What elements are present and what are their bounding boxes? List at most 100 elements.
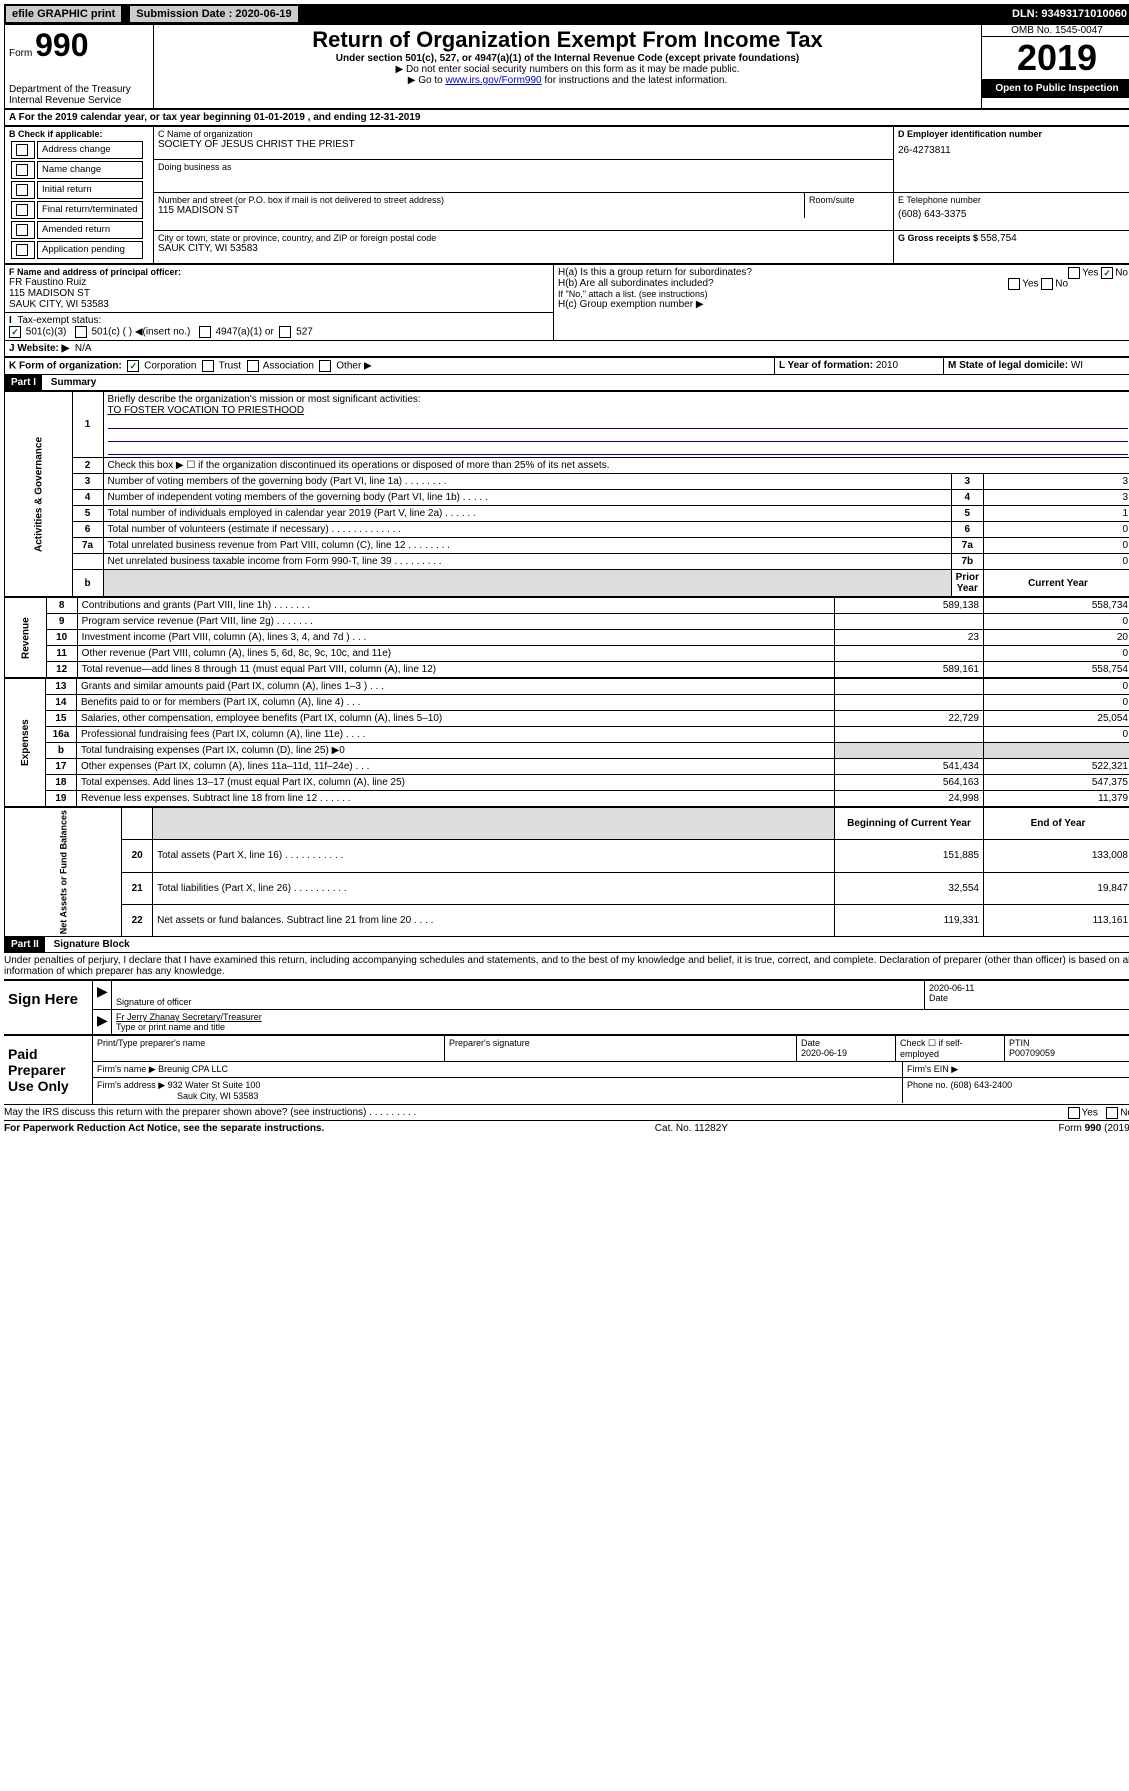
part2-header: Part II Signature Block bbox=[4, 937, 1129, 953]
prep-name-label: Print/Type preparer's name bbox=[93, 1036, 445, 1061]
ha-yes[interactable] bbox=[1068, 267, 1080, 279]
fhij-table: F Name and address of principal officer:… bbox=[4, 264, 1129, 357]
vlabel-expenses: Expenses bbox=[5, 679, 46, 807]
penalty-text: Under penalties of perjury, I declare th… bbox=[4, 953, 1129, 979]
check-assoc[interactable] bbox=[247, 360, 259, 372]
addr-value: 115 MADISON ST bbox=[158, 205, 800, 216]
phone-label: E Telephone number bbox=[898, 195, 1128, 205]
mission-value: TO FOSTER VOCATION TO PRIESTHOOD bbox=[108, 405, 305, 416]
net-row: 21Total liabilities (Part X, line 26) . … bbox=[5, 872, 1129, 904]
form-prefix: Form bbox=[9, 48, 32, 59]
discuss-yes[interactable] bbox=[1068, 1107, 1080, 1119]
check-other[interactable] bbox=[319, 360, 331, 372]
exp-row: 18Total expenses. Add lines 13–17 (must … bbox=[5, 775, 1129, 791]
tax-exempt-label: Tax-exempt status: bbox=[17, 315, 101, 326]
check-address-change[interactable] bbox=[16, 144, 28, 156]
part1-table: Activities & Governance 1 Briefly descri… bbox=[4, 391, 1129, 597]
netassets-table: Net Assets or Fund Balances Beginning of… bbox=[4, 807, 1129, 937]
officer-print-name: Fr Jerry Zhanay Secretary/Treasurer bbox=[116, 1012, 1129, 1022]
firm-addr2: Sauk City, WI 53583 bbox=[177, 1091, 258, 1101]
officer-name: FR Faustino Ruiz bbox=[9, 277, 549, 288]
form990-link[interactable]: www.irs.gov/Form990 bbox=[445, 75, 541, 86]
open-public-badge: Open to Public Inspection bbox=[982, 79, 1129, 98]
year-formation-value: 2010 bbox=[876, 360, 898, 371]
check-final-return[interactable] bbox=[16, 204, 28, 216]
sign-date: 2020-06-11 bbox=[929, 983, 1129, 993]
expense-table: Expenses 13Grants and similar amounts pa… bbox=[4, 678, 1129, 807]
rev-row: 10Investment income (Part VIII, column (… bbox=[5, 630, 1129, 646]
year-formation-label: L Year of formation: bbox=[779, 360, 876, 371]
efile-button[interactable]: efile GRAPHIC print bbox=[6, 6, 121, 22]
net-row: 20Total assets (Part X, line 16) . . . .… bbox=[5, 840, 1129, 872]
website-value: N/A bbox=[75, 343, 92, 354]
firm-addr1: 932 Water St Suite 100 bbox=[168, 1080, 261, 1090]
ein-label: D Employer identification number bbox=[898, 129, 1128, 139]
gov-row: 5Total number of individuals employed in… bbox=[5, 506, 1129, 522]
submission-date-button[interactable]: Submission Date : 2020-06-19 bbox=[129, 5, 298, 23]
discuss-row: May the IRS discuss this return with the… bbox=[4, 1104, 1129, 1120]
instr-goto: ▶ Go to www.irs.gov/Form990 for instruct… bbox=[158, 75, 977, 86]
col-eoy: End of Year bbox=[984, 808, 1129, 840]
firm-name-label: Firm's name ▶ bbox=[97, 1064, 158, 1074]
check-app-pending[interactable] bbox=[16, 244, 28, 256]
gov-row: 6Total number of volunteers (estimate if… bbox=[5, 522, 1129, 538]
paid-preparer-label: Paid Preparer Use Only bbox=[4, 1036, 92, 1104]
part1-header: Part I Summary bbox=[4, 375, 1129, 391]
discontinued-label: Check this box ▶ ☐ if the organization d… bbox=[103, 458, 1129, 474]
org-name-label: C Name of organization bbox=[158, 129, 889, 139]
hb-no[interactable] bbox=[1041, 278, 1053, 290]
check-trust[interactable] bbox=[202, 360, 214, 372]
dln-value: 93493171010060 bbox=[1041, 8, 1127, 20]
domicile-value: WI bbox=[1071, 360, 1083, 371]
check-4947[interactable] bbox=[199, 326, 211, 338]
form-org-label: K Form of organization: bbox=[9, 361, 122, 372]
box-b-options: Address change Name change Initial retur… bbox=[9, 139, 145, 261]
ptin-label: PTIN bbox=[1009, 1038, 1129, 1048]
hb-yes[interactable] bbox=[1008, 278, 1020, 290]
phone-value: (608) 643-3375 bbox=[898, 209, 1128, 220]
return-title: Return of Organization Exempt From Incom… bbox=[158, 27, 977, 53]
org-name: SOCIETY OF JESUS CHRIST THE PRIEST bbox=[158, 139, 889, 150]
part2-bar: Part II bbox=[5, 937, 45, 952]
mission-label: Briefly describe the organization's miss… bbox=[108, 394, 421, 405]
entity-info-table: B Check if applicable: Address change Na… bbox=[4, 126, 1129, 264]
omb-number: OMB No. 1545-0047 bbox=[982, 25, 1129, 37]
tax-year: 2019 bbox=[982, 37, 1129, 79]
h-b-row: H(b) Are all subordinates included? Yes … bbox=[558, 278, 1128, 289]
check-501c3[interactable] bbox=[9, 326, 21, 338]
exp-row: 16aProfessional fundraising fees (Part I… bbox=[5, 727, 1129, 743]
check-527[interactable] bbox=[279, 326, 291, 338]
exp-row: 19Revenue less expenses. Subtract line 1… bbox=[5, 791, 1129, 807]
sign-here-label: Sign Here bbox=[4, 981, 92, 1034]
h-a-row: H(a) Is this a group return for subordin… bbox=[558, 267, 1128, 278]
net-row: 22Net assets or fund balances. Subtract … bbox=[5, 904, 1129, 936]
exp-row: 14Benefits paid to or for members (Part … bbox=[5, 695, 1129, 711]
rev-row: 9Program service revenue (Part VIII, lin… bbox=[5, 614, 1129, 630]
ha-no[interactable] bbox=[1101, 267, 1113, 279]
prep-sig-label: Preparer's signature bbox=[445, 1036, 797, 1061]
klm-table: K Form of organization: Corporation Trus… bbox=[4, 357, 1129, 375]
dept-treasury: Department of the Treasury Internal Reve… bbox=[9, 84, 149, 106]
check-initial-return[interactable] bbox=[16, 184, 28, 196]
discuss-no[interactable] bbox=[1106, 1107, 1118, 1119]
check-name-change[interactable] bbox=[16, 164, 28, 176]
city-value: SAUK CITY, WI 53583 bbox=[158, 243, 889, 254]
sign-date-label: Date bbox=[929, 993, 1129, 1003]
firm-addr-label: Firm's address ▶ bbox=[97, 1080, 168, 1090]
website-label: J Website: ▶ bbox=[9, 343, 69, 354]
firm-phone: (608) 643-2400 bbox=[951, 1080, 1013, 1090]
vlabel-netassets: Net Assets or Fund Balances bbox=[5, 808, 122, 937]
check-corp[interactable] bbox=[127, 360, 139, 372]
exp-row: 17Other expenses (Part IX, column (A), l… bbox=[5, 759, 1129, 775]
gov-row: 4Number of independent voting members of… bbox=[5, 490, 1129, 506]
check-amended[interactable] bbox=[16, 224, 28, 236]
top-bar: efile GRAPHIC print Submission Date : 20… bbox=[4, 4, 1129, 24]
submission-label: Submission Date : bbox=[136, 8, 235, 20]
footer-mid: Cat. No. 11282Y bbox=[655, 1123, 728, 1134]
dln-label: DLN: 93493171010060 bbox=[1012, 8, 1129, 20]
exp-row: 15Salaries, other compensation, employee… bbox=[5, 711, 1129, 727]
sign-here-block: Sign Here ▶ Signature of officer 2020-06… bbox=[4, 979, 1129, 1034]
box-b-label: B Check if applicable: bbox=[9, 129, 149, 139]
check-501c[interactable] bbox=[75, 326, 87, 338]
gov-row: 3Number of voting members of the governi… bbox=[5, 474, 1129, 490]
